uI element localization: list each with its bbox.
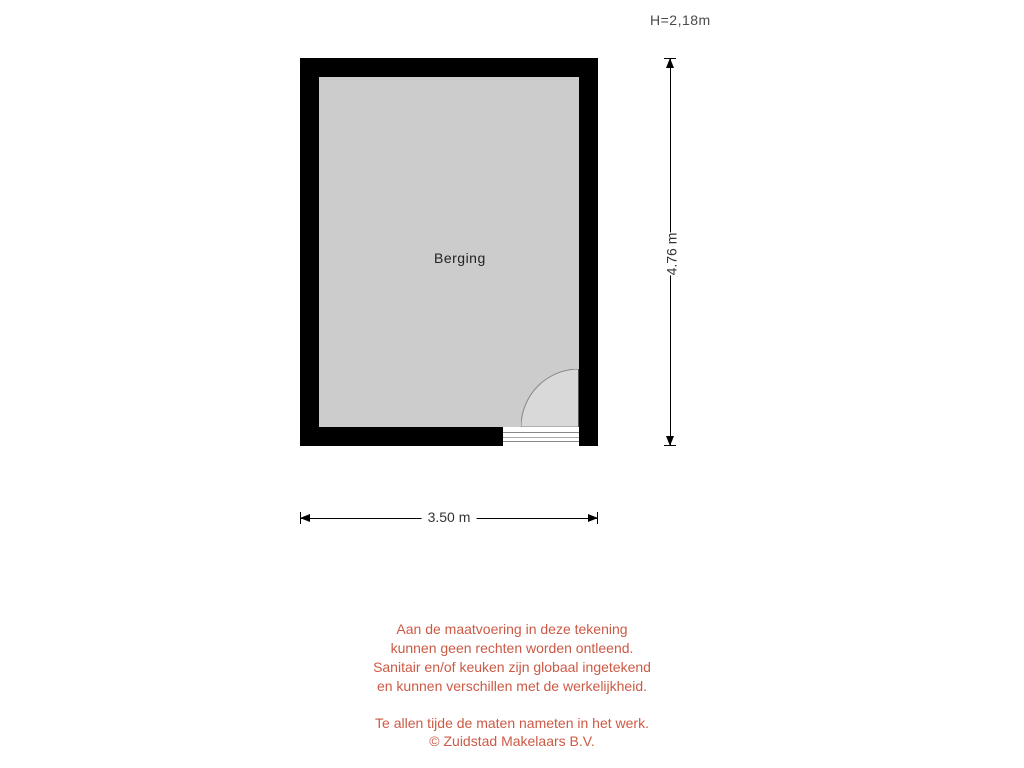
disclaimer-line: Aan de maatvoering in deze tekening	[0, 620, 1024, 639]
arrow-up-icon	[666, 58, 674, 68]
arrow-right-icon	[588, 514, 598, 522]
disclaimer-line: Sanitair en/of keuken zijn globaal inget…	[0, 658, 1024, 677]
disclaimer-text: Aan de maatvoering in deze tekening kunn…	[0, 620, 1024, 751]
disclaimer-line: kunnen geen rechten worden ontleend.	[0, 639, 1024, 658]
disclaimer-line: Te allen tijde de maten nameten in het w…	[0, 714, 1024, 733]
outer-wall: Berging	[300, 58, 598, 446]
arrow-left-icon	[300, 514, 310, 522]
dimension-height-label: 4.76 m	[659, 233, 683, 276]
floorplan: Berging 3.50 m 4.76 m	[300, 58, 598, 446]
door-swing-icon	[521, 369, 579, 427]
disclaimer-line: © Zuidstad Makelaars B.V.	[0, 732, 1024, 751]
ceiling-height-label: H=2,18m	[650, 12, 711, 28]
dimension-width-label: 3.50 m	[422, 509, 477, 525]
arrow-down-icon	[666, 436, 674, 446]
disclaimer-line: en kunnen verschillen met de werkelijkhe…	[0, 677, 1024, 696]
door-threshold	[503, 432, 579, 442]
room-label: Berging	[434, 250, 486, 266]
